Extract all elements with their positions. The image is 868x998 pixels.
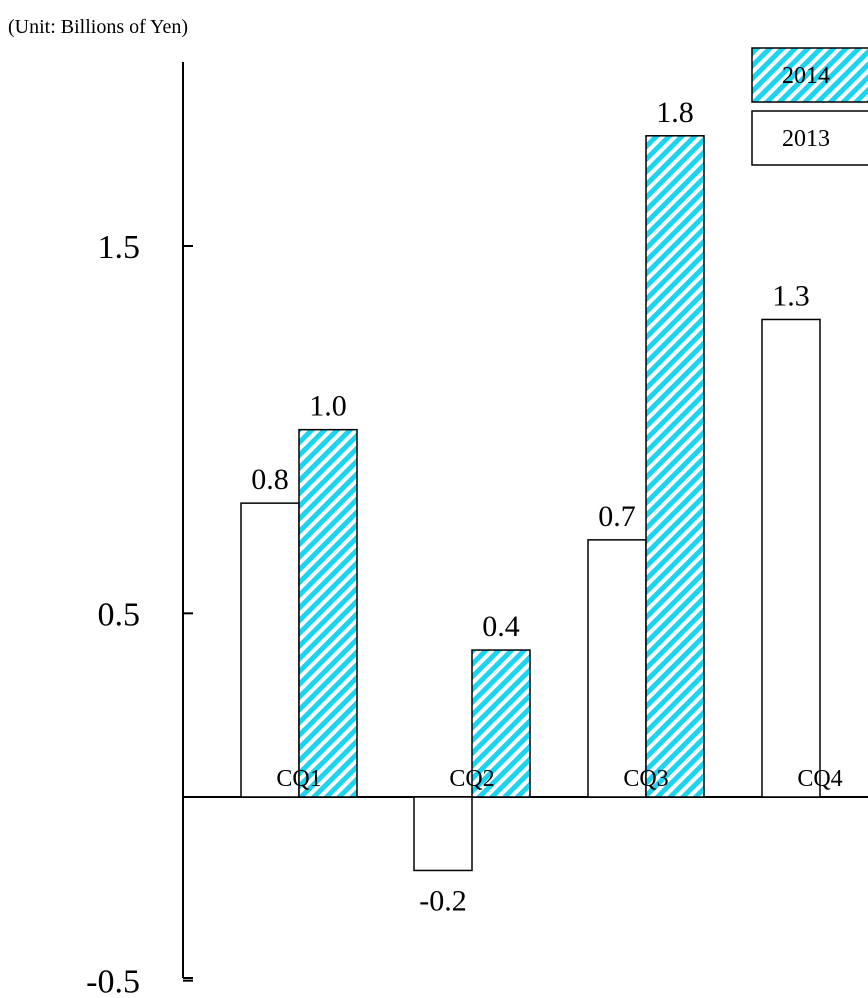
y-tick-label: 1.5 [98, 229, 141, 266]
bars [240, 135, 821, 872]
bar-2013-CQ1 [240, 502, 300, 798]
category-label-CQ2: CQ2 [449, 766, 494, 792]
category-label-CQ1: CQ1 [276, 766, 321, 792]
value-label-2014-CQ2: 0.4 [482, 610, 520, 643]
bar-2013-CQ2 [413, 796, 473, 872]
bar-2013-CQ4 [761, 318, 821, 798]
y-tick-label: -0.5 [86, 964, 140, 998]
value-label-2013-CQ1: 0.8 [251, 463, 289, 496]
value-labels: 0.8 -0.2 0.7 1.3 1.0 0.4 1.8 [251, 96, 810, 918]
value-label-2014-CQ3: 1.8 [656, 96, 694, 129]
value-label-2014-CQ1: 1.0 [309, 390, 347, 423]
bar-2014-CQ3 [645, 135, 705, 798]
category-label-CQ3: CQ3 [623, 766, 668, 792]
legend-label-2014: 2014 [782, 63, 830, 89]
legend-label-2013: 2013 [782, 126, 830, 152]
bar-2013-CQ3 [587, 539, 647, 798]
y-tick-labels: 1.5 0.5 -0.5 [86, 229, 193, 998]
bar-2014-CQ2 [471, 649, 531, 798]
value-label-2013-CQ4: 1.3 [772, 279, 810, 312]
category-labels: CQ1 CQ2 CQ3 CQ4 [276, 766, 842, 792]
y-tick-label: 0.5 [98, 596, 141, 633]
unit-label: (Unit: Billions of Yen) [8, 16, 188, 38]
value-label-2013-CQ2: -0.2 [419, 884, 467, 917]
legend: 2014 2013 [751, 47, 868, 166]
value-label-2013-CQ3: 0.7 [598, 500, 636, 533]
category-label-CQ4: CQ4 [797, 766, 842, 792]
legend-swatch-2013 [751, 110, 868, 166]
bar-2014-CQ1 [298, 428, 358, 798]
legend-swatch-2014 [751, 47, 868, 103]
